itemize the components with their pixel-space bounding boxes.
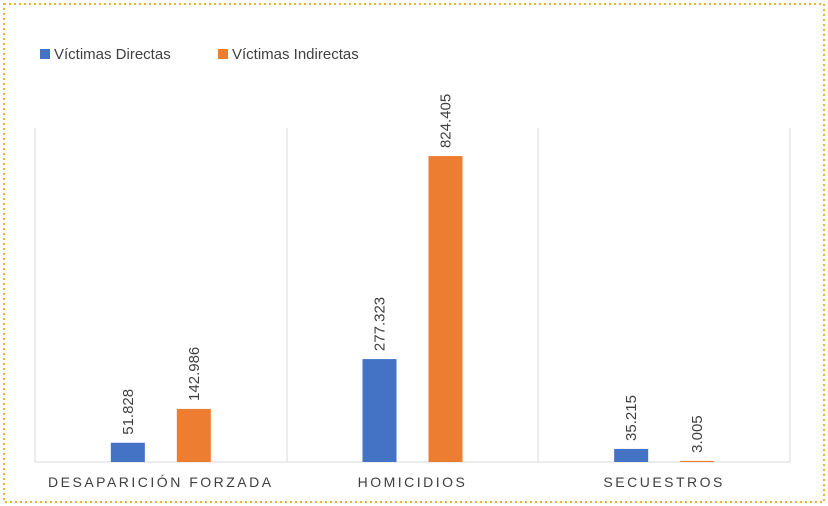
legend-swatch <box>40 49 50 59</box>
data-label: 142.986 <box>186 347 203 401</box>
bar <box>614 448 649 462</box>
bar <box>110 442 145 462</box>
x-tick-label: HOMICIDIOS <box>358 474 468 490</box>
bar <box>362 359 397 462</box>
data-label: 277.323 <box>372 297 389 351</box>
legend-swatch <box>218 49 228 59</box>
data-label: 51.828 <box>120 389 137 435</box>
frame <box>3 3 825 503</box>
bar <box>176 408 211 462</box>
legend-label: Víctimas Indirectas <box>232 46 359 63</box>
data-label: 3.005 <box>689 415 706 453</box>
x-tick-label: DESAPARICIÓN FORZADA <box>48 474 274 490</box>
data-label: 824.405 <box>438 94 455 148</box>
data-label: 35.215 <box>623 395 640 441</box>
legend-label: Víctimas Directas <box>54 46 171 63</box>
bar <box>428 156 463 462</box>
x-tick-label: SECUESTROS <box>603 474 724 490</box>
bar <box>680 460 715 462</box>
